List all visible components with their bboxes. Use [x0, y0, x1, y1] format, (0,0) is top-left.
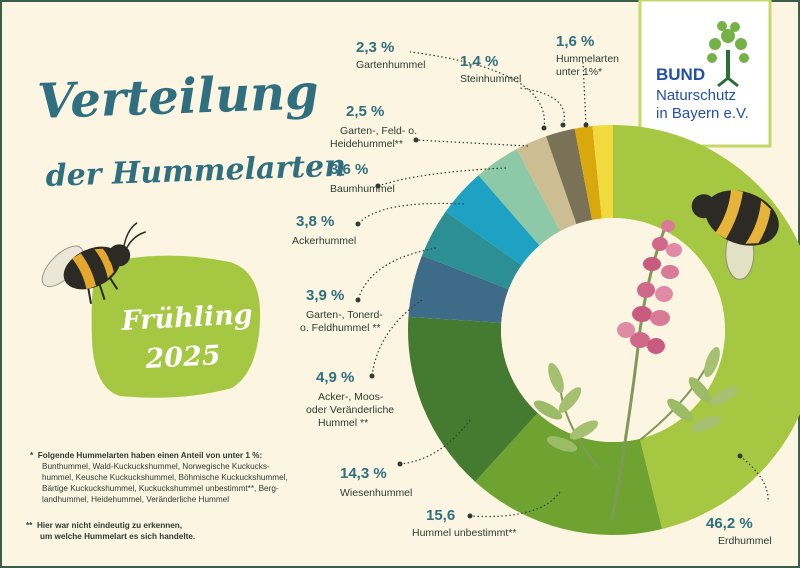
leader-dots: [355, 122, 743, 519]
footnote-double: ** Hier war nicht eindeutig zu erkennen,…: [26, 520, 326, 542]
name-label-garten-tonerd: Garten-, Tonerd- o. Feldhummel **: [300, 309, 386, 334]
title-line1: Verteilung: [36, 64, 319, 130]
season-blob: [91, 255, 261, 398]
donut-slice-3: [408, 255, 509, 323]
footnote-single-line: Bunthummel, Wald-Kuckuckshummel, Norwegi…: [42, 462, 270, 471]
donut-hole: [501, 218, 725, 442]
donut-slice-5: [445, 175, 540, 266]
name-label-steinhummel: Steinhummel: [460, 73, 521, 85]
footnote-single-marker: *: [30, 451, 34, 460]
footnote-single-line: Bärtige Kuckuckshummel, Kuckuckshummel u…: [42, 484, 279, 493]
logo-box: [638, 0, 772, 148]
value-label-acker-moos: 4,9 %: [316, 369, 354, 386]
bee-illustration-right: [691, 189, 779, 280]
footnote-single-line: landhummel, Heidehummel, Veränderliche H…: [42, 495, 230, 504]
value-label-erdhummel: 46,2 %: [706, 515, 753, 532]
footnote-double-marker: **: [26, 521, 33, 530]
bee-illustration-left: [41, 222, 147, 304]
name-label-ackerhummel: Ackerhummel: [292, 235, 356, 247]
season-year: 2025: [144, 340, 222, 375]
donut-slice-9: [574, 126, 602, 220]
value-label-gartenhummel: 2,3 %: [356, 39, 394, 56]
leader-lines: [357, 51, 769, 518]
name-labels: Erdhummel Hummel unbestimmt** Wiesenhumm…: [292, 53, 772, 547]
logo-line1: Naturschutz: [656, 87, 736, 104]
name-label-gartenhummel: Gartenhummel: [356, 59, 425, 71]
value-labels: 46,2 % 15,6 14,3 % 4,9 % 3,9 % 3,8 % 3,6…: [296, 33, 753, 532]
name-label-erdhummel: Erdhummel: [718, 535, 772, 547]
season-label: Frühling: [120, 299, 254, 337]
value-label-ackerhummel: 3,8 %: [296, 213, 334, 230]
name-label-acker-moos: Acker-, Moos- oder Veränderliche Hummel …: [306, 391, 397, 429]
donut-slice-7: [516, 136, 577, 232]
name-label-wiesenhummel: Wiesenhummel: [340, 487, 412, 499]
flower-illustration: [533, 219, 739, 521]
value-label-steinhummel: 1,4 %: [460, 53, 498, 70]
donut-slice-4: [422, 211, 522, 290]
value-label-unbestimmt: 15,6: [426, 507, 455, 524]
value-label-unter1: 1,6 %: [556, 33, 594, 50]
footnote-single-line: hummel, Keusche Kuckuckshummel, Böhmisch…: [42, 473, 288, 482]
name-label-unbestimmt: Hummel unbestimmt**: [412, 527, 516, 539]
value-label-garten-feld: 2,5 %: [346, 103, 384, 120]
value-label-garten-tonerd: 3,9 %: [306, 287, 344, 304]
donut-slice-6: [478, 149, 561, 246]
donut-slice-8: [546, 128, 593, 225]
value-label-baumhummel: 3,6 %: [330, 161, 368, 178]
footnote-single: * Folgende Hummelarten haben einen Antei…: [30, 450, 330, 505]
footnote-single-intro: Folgende Hummelarten haben einen Anteil …: [37, 451, 263, 460]
footnote-double-line: um welche Hummelart es sich handelte.: [40, 532, 196, 541]
donut-slice-10: [592, 125, 613, 219]
name-label-unter1: Hummelarten unter 1%*: [556, 53, 622, 78]
logo-line2: in Bayern e.V.: [656, 105, 749, 122]
footnote-double-line: Hier war nicht eindeutig zu erkennen,: [36, 521, 183, 530]
name-label-baumhummel: Baumhummel: [330, 183, 395, 195]
name-label-garten-feld: Garten-, Feld- o. Heidehummel**: [330, 125, 420, 150]
value-label-wiesenhummel: 14,3 %: [340, 465, 387, 482]
tree-logo-icon: [707, 21, 749, 88]
donut-slice-2: [407, 316, 538, 482]
logo-brand: BUND: [656, 65, 705, 84]
